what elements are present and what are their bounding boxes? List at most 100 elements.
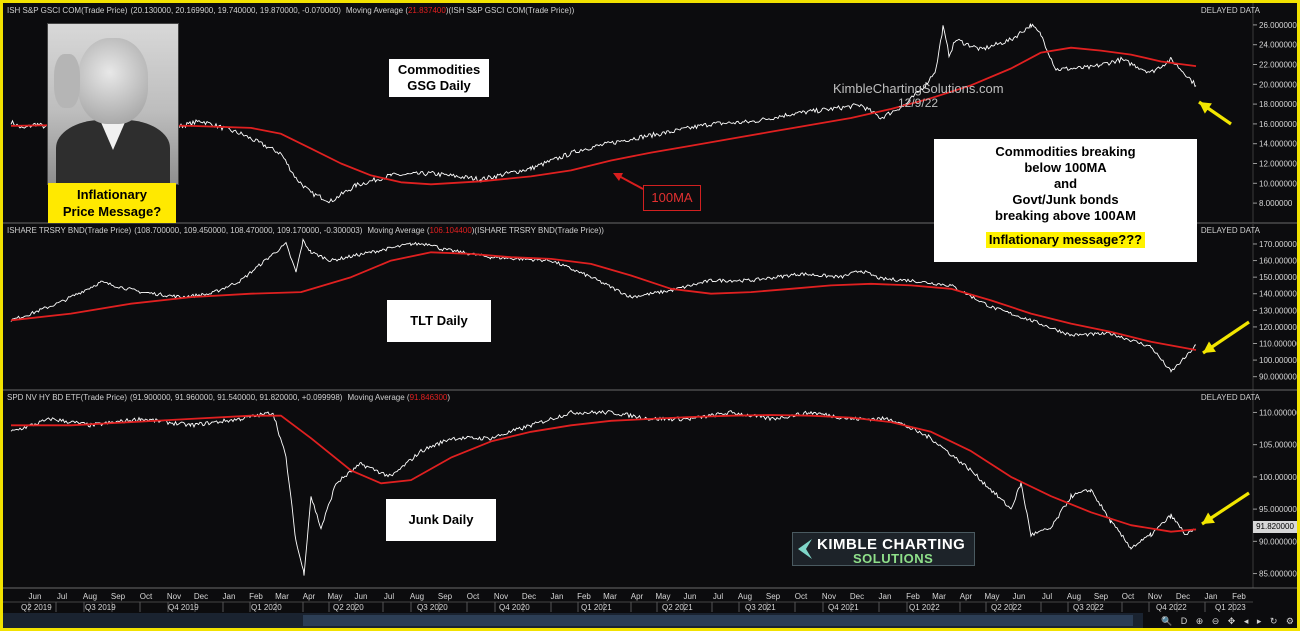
month-tick: Oct	[467, 592, 480, 601]
month-tick: Jul	[384, 592, 394, 601]
month-tick: Jul	[713, 592, 723, 601]
month-tick: May	[984, 592, 999, 601]
month-tick: Jan	[551, 592, 564, 601]
quarter-tick: Q2 2020	[333, 603, 364, 612]
month-tick: Nov	[1148, 592, 1162, 601]
month-tick: Nov	[494, 592, 508, 601]
y-tick-label: 20.000000	[1259, 80, 1297, 89]
month-tick: Jun	[29, 592, 42, 601]
y-tick-label: 10.000000	[1259, 179, 1297, 188]
kimble-logo: KIMBLE CHARTING SOLUTIONS	[792, 532, 975, 566]
panel-header-name: ISH S&P GSCI COM(Trade Price)	[7, 6, 128, 15]
infl-line1: Inflationary	[76, 187, 148, 202]
quarter-tick: Q1 2020	[251, 603, 282, 612]
month-tick: May	[327, 592, 342, 601]
logo-line1: KIMBLE CHARTING	[817, 536, 966, 553]
junk-label: Junk Daily	[386, 499, 496, 541]
arrow-ma100-head	[613, 173, 623, 181]
panel-header-ma: Moving Average (	[367, 226, 429, 235]
logo-line2: SOLUTIONS	[853, 551, 934, 566]
callout-highlight: Inflationary message???	[985, 232, 1146, 248]
y-tick-label: 95.000000	[1259, 505, 1297, 514]
price-series-TLT	[10, 238, 1196, 373]
quarter-tick: Q3 2020	[417, 603, 448, 612]
month-tick: Apr	[303, 592, 316, 601]
photo-face	[78, 38, 148, 124]
y-tick-label: 130.000000	[1259, 306, 1297, 315]
y-tick-label: 18.000000	[1259, 100, 1297, 109]
photo-hand	[54, 54, 80, 108]
month-tick: Oct	[1122, 592, 1135, 601]
month-tick: Feb	[1232, 592, 1246, 601]
chart-toolbar[interactable]: 🔍 D ⊕ ⊖ ✥ ◂ ▸ ↻ ⚙ ✕	[1161, 616, 1297, 626]
panel-header-ma-value: 21.837400	[408, 6, 446, 15]
quarter-tick: Q2 2021	[662, 603, 693, 612]
watermark: KimbleChartingSolutions.com	[833, 81, 1004, 96]
y-tick-label: 120.000000	[1259, 323, 1297, 332]
month-tick: Dec	[194, 592, 208, 601]
month-tick: Aug	[738, 592, 752, 601]
month-tick: Oct	[140, 592, 153, 601]
chart-svg: ISH S&P GSCI COM(Trade Price) (20.130000,…	[3, 3, 1297, 628]
month-tick: Mar	[275, 592, 289, 601]
quarter-tick: Q3 2021	[745, 603, 776, 612]
panel-header-ma-source: )	[447, 393, 450, 402]
month-tick: Apr	[631, 592, 644, 601]
arrow-junk-head	[1202, 512, 1215, 524]
month-tick: Oct	[795, 592, 808, 601]
month-tick: Jul	[1042, 592, 1052, 601]
navigator-window[interactable]	[303, 615, 1133, 626]
quarter-tick: Q4 2021	[828, 603, 859, 612]
month-tick: Sep	[438, 592, 453, 601]
callout-line5: breaking above 100AM	[995, 208, 1136, 223]
y-tick-label: 16.000000	[1259, 120, 1297, 129]
delayed-data-label: DELAYED DATA	[1201, 393, 1261, 402]
month-tick: Aug	[410, 592, 424, 601]
watermark-date: 12/9/22	[898, 96, 939, 110]
panel-header-ma-value: 106.104400	[430, 226, 473, 235]
panel-header-ma-source: )(ISH S&P GSCI COM(Trade Price))	[446, 6, 575, 15]
y-tick-label: 160.000000	[1259, 257, 1297, 266]
callout-box: Commodities breaking below 100MA and Gov…	[934, 139, 1197, 262]
quarter-tick: Q3 2019	[85, 603, 116, 612]
panel-header-values: (20.130000, 20.169900, 19.740000, 19.870…	[130, 6, 341, 15]
y-tick-label: 150.000000	[1259, 273, 1297, 282]
month-tick: Aug	[1067, 592, 1081, 601]
y-tick-label: 105.000000	[1259, 441, 1297, 450]
gsg-label-line2: GSG Daily	[407, 78, 471, 93]
quarter-tick: Q2 2022	[991, 603, 1022, 612]
y-tick-label: 90.000000	[1259, 537, 1297, 546]
month-tick: Jul	[57, 592, 67, 601]
arrow-tlt-head	[1203, 341, 1216, 353]
y-tick-label: 110.000000	[1259, 340, 1297, 349]
panel-header-ma: Moving Average (	[347, 393, 409, 402]
y-tick-label: 100.000000	[1259, 356, 1297, 365]
month-tick: Sep	[111, 592, 126, 601]
month-tick: Jun	[684, 592, 697, 601]
kimble-logo-icon	[798, 539, 812, 559]
panel-header-ma-value: 91.846300	[410, 393, 448, 402]
arrow-ma100	[618, 175, 644, 190]
month-tick: Dec	[1176, 592, 1190, 601]
y-tick-label: 140.000000	[1259, 290, 1297, 299]
month-tick: Sep	[1094, 592, 1109, 601]
callout-line2: below 100MA	[1024, 160, 1107, 175]
month-tick: Sep	[766, 592, 781, 601]
y-tick-label: 26.000000	[1259, 21, 1297, 30]
month-tick: Dec	[850, 592, 864, 601]
worried-man-photo	[47, 23, 179, 185]
panel-header-values: (108.700000, 109.450000, 108.470000, 109…	[134, 226, 363, 235]
y-tick-label: 12.000000	[1259, 160, 1297, 169]
ma-series-TLT	[10, 251, 1197, 351]
panel-header-name: ISHARE TRSRY BND(Trade Price)	[7, 226, 132, 235]
month-tick: Feb	[577, 592, 591, 601]
month-tick: Mar	[603, 592, 617, 601]
quarter-tick: Q4 2020	[499, 603, 530, 612]
callout-line4: Govt/Junk bonds	[1012, 192, 1119, 207]
ma-series-GSG	[10, 46, 1197, 186]
quarter-tick: Q1 2023	[1215, 603, 1246, 612]
month-tick: May	[655, 592, 670, 601]
ma-series-Junk	[11, 414, 1197, 533]
month-tick: Jan	[223, 592, 236, 601]
inflationary-price-message: Inflationary Price Message?	[48, 183, 176, 223]
